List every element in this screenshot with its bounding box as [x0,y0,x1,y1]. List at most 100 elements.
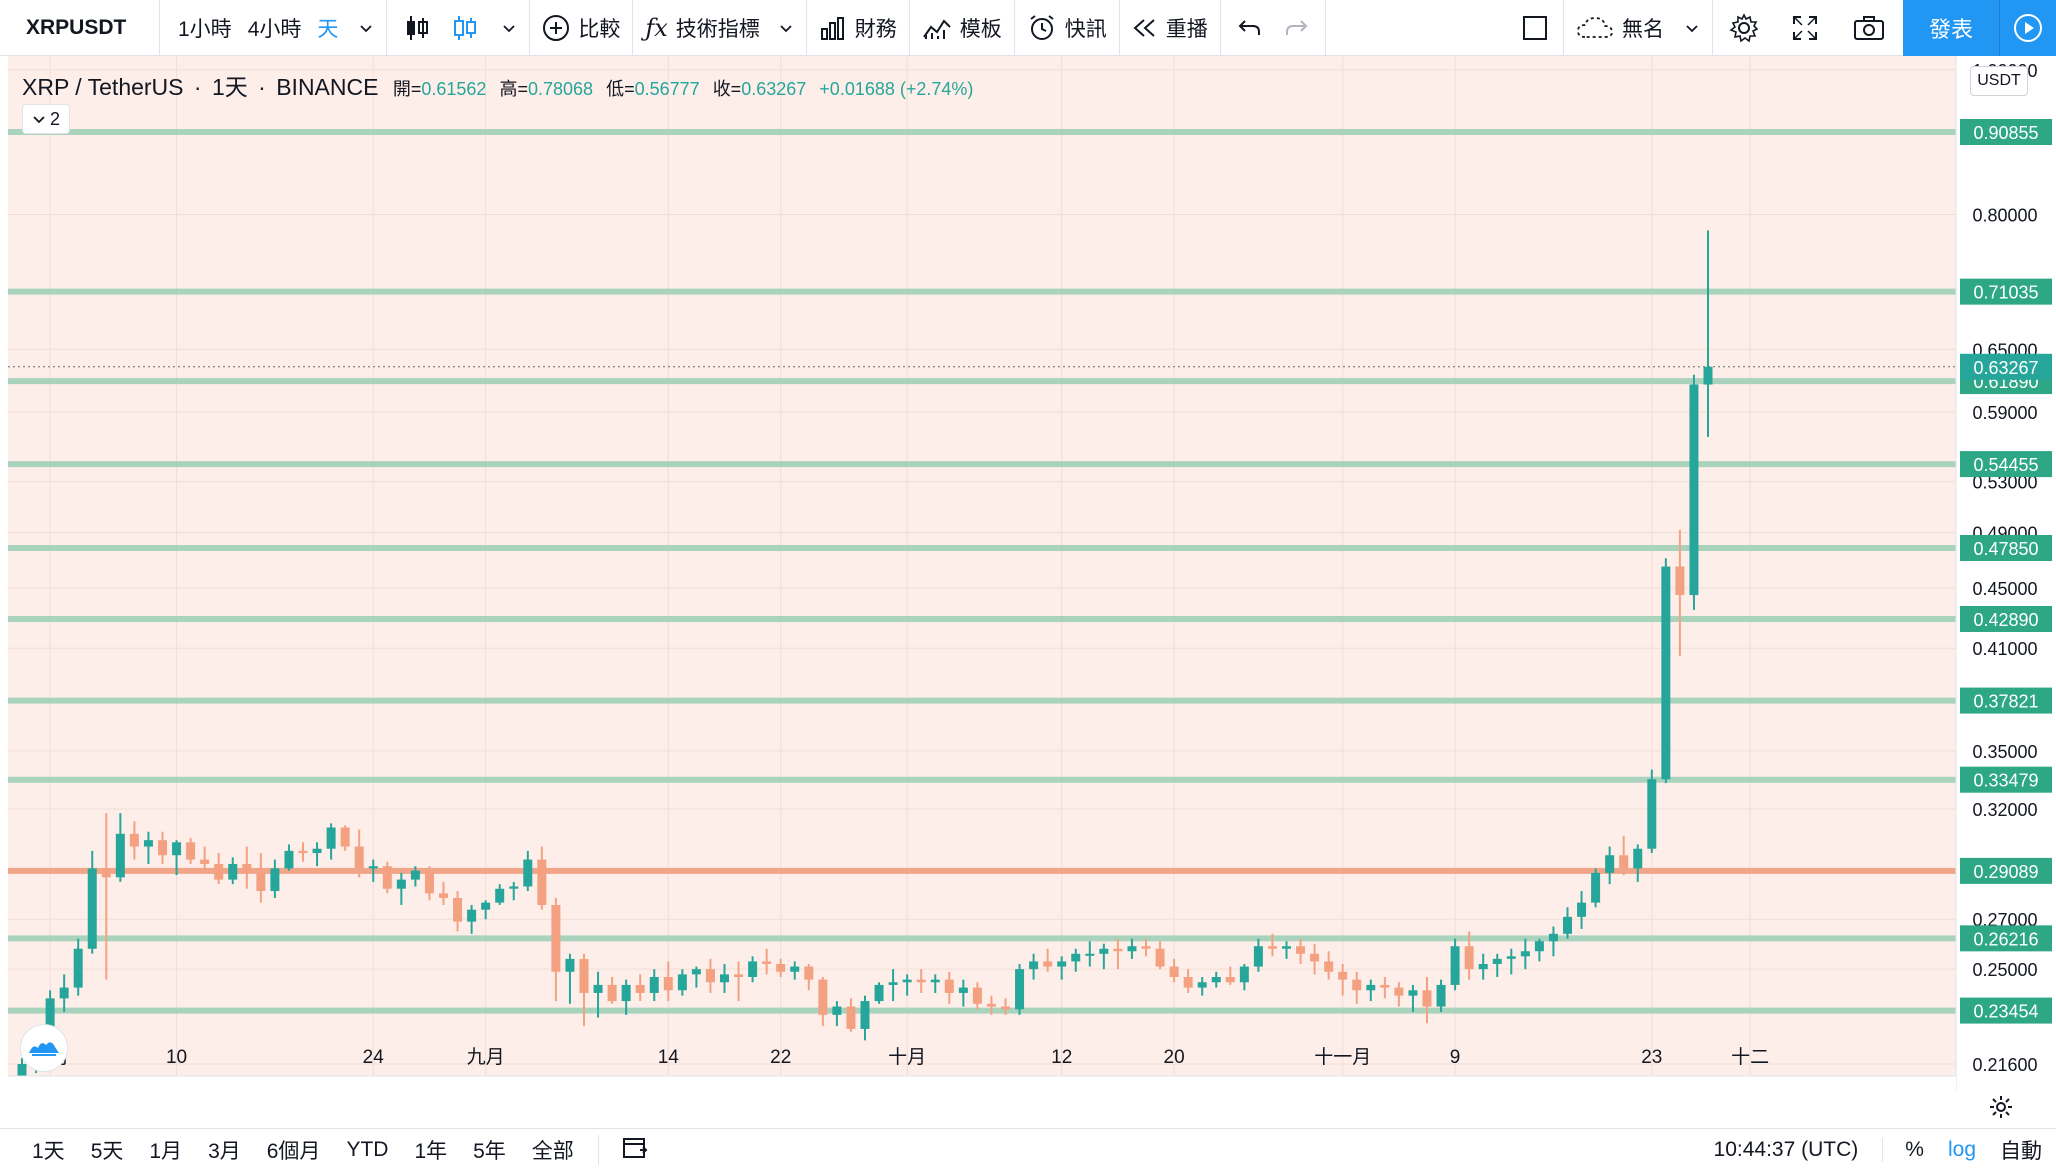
time-axis[interactable] [8,1076,1956,1090]
candle-body[interactable] [930,979,940,983]
candle-body[interactable] [495,888,505,903]
candle-body[interactable] [228,863,238,880]
snapshot-button[interactable] [1835,0,1903,56]
range-1m-button[interactable]: 1月 [149,1139,183,1163]
candle-body[interactable] [172,842,182,856]
candle-body[interactable] [1029,961,1039,970]
interval-1h-button[interactable]: 1小時 [178,17,232,41]
candle-body[interactable] [1506,956,1516,959]
candle-body[interactable] [1577,902,1587,917]
replay-button[interactable]: 重播 [1120,0,1221,56]
candle-body[interactable] [958,987,968,993]
candle-body[interactable] [1338,971,1348,980]
candle-body[interactable] [1085,953,1095,956]
candle-body[interactable] [1282,946,1291,949]
candle-body[interactable] [1548,933,1558,942]
candle-body[interactable] [214,863,224,880]
candle-body[interactable] [326,827,336,849]
candle-body[interactable] [1015,969,1025,1010]
candle-body[interactable] [200,859,210,864]
candle-body[interactable] [663,976,673,991]
candle-body[interactable] [1057,961,1067,967]
bar-style-chevron-icon[interactable] [489,0,531,56]
utc-clock[interactable]: 10:44:37 (UTC) [1690,1138,1884,1162]
candle-body[interactable] [1225,976,1235,983]
candle-body[interactable] [972,987,982,1004]
candle-body[interactable] [734,974,744,977]
candle-body[interactable] [396,879,406,889]
candle-body[interactable] [1464,946,1474,970]
last-price-tag[interactable] [1960,353,2052,380]
range-all-button[interactable]: 全部 [519,1134,599,1165]
level-price-tag[interactable] [1960,534,2052,561]
candle-body[interactable] [1071,953,1081,962]
candle-body[interactable] [1647,779,1657,849]
candle-body[interactable] [551,904,561,972]
candle-body[interactable] [621,984,631,1002]
candle-body[interactable] [705,969,715,983]
bar-style-candles-icon[interactable] [387,0,441,56]
undo-button[interactable] [1221,0,1273,56]
candle-body[interactable] [1450,946,1460,985]
candle-body[interactable] [143,840,153,847]
candle-body[interactable] [1394,987,1404,996]
candle-body[interactable] [748,961,758,977]
axis-settings-icon[interactable] [1988,1094,2014,1127]
candle-body[interactable] [1661,566,1671,780]
range-1d-button[interactable]: 1天 [32,1139,65,1163]
range-5d-button[interactable]: 5天 [90,1139,124,1163]
candle-body[interactable] [1253,946,1263,967]
candle-body[interactable] [312,848,322,854]
candle-body[interactable] [1436,984,1446,1007]
candle-body[interactable] [1534,941,1544,952]
candle-body[interactable] [467,909,477,922]
alerts-button[interactable]: 快訊 [1015,0,1120,56]
legend-collapse-button[interactable]: 2 [22,104,70,134]
chart-area[interactable]: 0.216000.250000.270000.290000.320000.350… [8,56,2056,1090]
candle-body[interactable] [1478,963,1488,970]
symbol-search-button[interactable]: XRPUSDT [0,0,160,56]
candle-body[interactable] [368,866,378,869]
candle-body[interactable] [1619,855,1629,869]
candle-body[interactable] [776,963,786,972]
interval-dropdown-chevron-icon[interactable] [346,0,388,56]
candle-body[interactable] [1211,976,1221,983]
candle-body[interactable] [1296,946,1306,954]
candle-body[interactable] [832,1006,842,1015]
candle-body[interactable] [1633,848,1643,869]
candle-body[interactable] [87,868,97,949]
candle-body[interactable] [1689,384,1699,596]
candle-body[interactable] [593,984,603,993]
candle-body[interactable] [1239,966,1249,983]
candle-body[interactable] [649,976,659,993]
candle-body[interactable] [1408,990,1418,996]
candle-body[interactable] [158,840,167,856]
candle-body[interactable] [720,974,729,983]
candle-body[interactable] [1422,990,1432,1007]
percent-scale-toggle[interactable]: % [1905,1138,1924,1161]
level-price-tag[interactable] [1960,766,2052,793]
range-1y-button[interactable]: 1年 [414,1139,448,1163]
candle-body[interactable] [804,966,814,980]
candle-body[interactable] [691,969,701,975]
candle-body[interactable] [1492,958,1502,964]
candle-body[interactable] [888,982,898,985]
candle-body[interactable] [916,979,926,983]
candle-body[interactable] [256,872,266,892]
candle-body[interactable] [1563,916,1572,934]
candle-body[interactable] [1155,948,1165,967]
candle-body[interactable] [635,984,645,993]
candle-body[interactable] [607,984,617,1002]
templates-button[interactable]: 模板 [910,0,1015,56]
candle-body[interactable] [59,987,69,999]
layout-select-button[interactable] [1501,0,1564,56]
candle-body[interactable] [846,1006,856,1029]
candle-body[interactable] [986,1003,996,1007]
candle-body[interactable] [115,833,125,878]
candle-body[interactable] [818,979,828,1015]
level-price-tag[interactable] [1960,119,2052,145]
interval-day-button[interactable]: 天 [317,17,339,41]
candle-body[interactable] [579,958,589,993]
candle-body[interactable] [537,859,547,905]
candle-body[interactable] [1366,984,1376,991]
